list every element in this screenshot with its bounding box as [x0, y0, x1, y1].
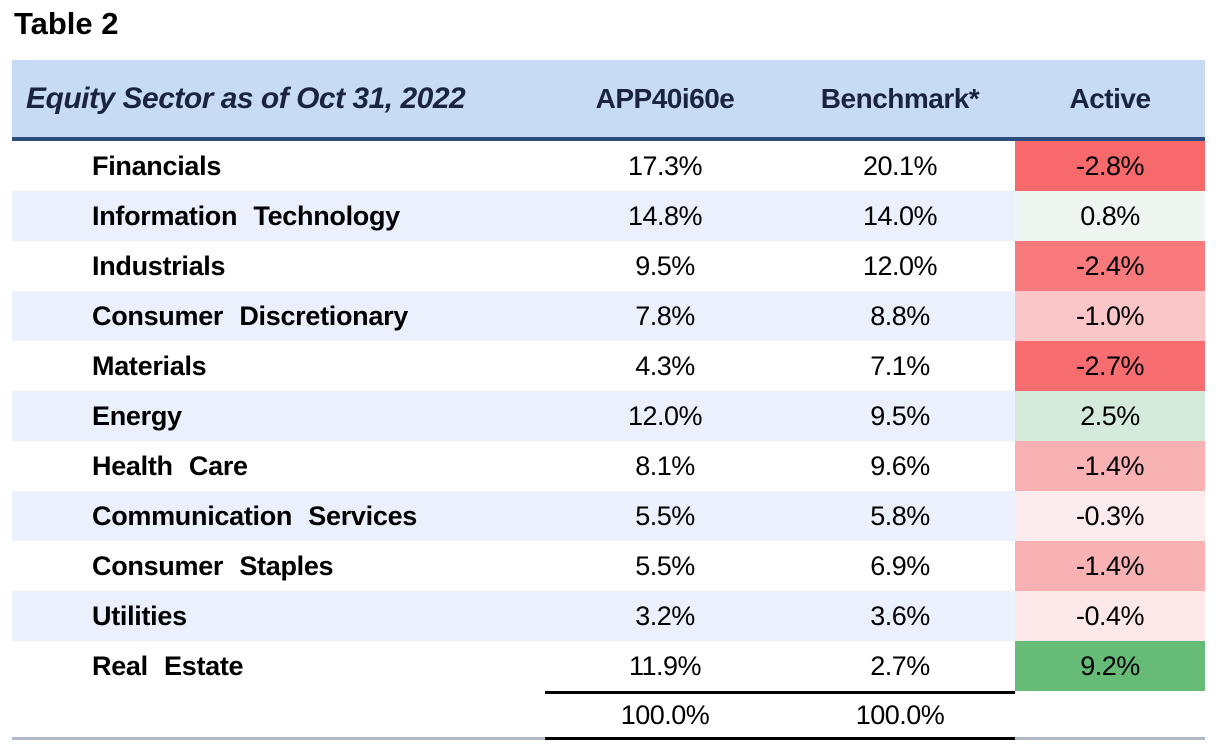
totals-benchmark-value: 100.0%	[785, 691, 1015, 740]
benchmark-value: 9.5%	[870, 400, 930, 431]
sector-name: Industrials	[92, 250, 226, 281]
sector-name: Consumer Staples	[92, 550, 334, 581]
header-sector-label: Equity Sector as of Oct 31, 2022	[26, 81, 466, 115]
sector-name: Materials	[92, 350, 207, 381]
sector-name: Utilities	[92, 600, 187, 631]
table-header-row: Equity Sector as of Oct 31, 2022 APP40i6…	[12, 60, 1205, 141]
benchmark-value: 5.8%	[870, 500, 930, 531]
header-col-benchmark: Benchmark*	[820, 82, 980, 114]
app40i60e-value: 9.5%	[635, 250, 695, 281]
table-row: Industrials 9.5% 12.0% -2.4%	[12, 241, 1205, 291]
sector-name: Consumer Discretionary	[92, 300, 408, 331]
benchmark-value: 8.8%	[870, 300, 930, 331]
app40i60e-value: 11.9%	[628, 650, 702, 681]
table-row: Energy 12.0% 9.5% 2.5%	[12, 391, 1205, 441]
table-row: Real Estate 11.9% 2.7% 9.2%	[12, 641, 1205, 691]
active-value: 0.8%	[1015, 191, 1205, 241]
sector-name: Energy	[92, 400, 182, 431]
equity-sector-table: Equity Sector as of Oct 31, 2022 APP40i6…	[12, 60, 1205, 740]
active-value: -0.4%	[1015, 591, 1205, 641]
active-value: -0.3%	[1015, 491, 1205, 541]
sector-name: Health Care	[92, 450, 248, 481]
table-row: Consumer Discretionary 7.8% 8.8% -1.0%	[12, 291, 1205, 341]
app40i60e-value: 17.3%	[627, 150, 703, 181]
benchmark-value: 7.1%	[870, 350, 930, 381]
active-value: -1.0%	[1015, 291, 1205, 341]
app40i60e-value: 3.2%	[635, 600, 695, 631]
app40i60e-value: 12.0%	[627, 400, 703, 431]
totals-active-empty-cell	[1015, 691, 1205, 740]
active-value: -2.8%	[1015, 141, 1205, 191]
table-row: Consumer Staples 5.5% 6.9% -1.4%	[12, 541, 1205, 591]
table-row: Health Care 8.1% 9.6% -1.4%	[12, 441, 1205, 491]
active-value: 9.2%	[1015, 641, 1205, 691]
active-value: -2.7%	[1015, 341, 1205, 391]
app40i60e-value: 8.1%	[635, 450, 695, 481]
active-value: 2.5%	[1015, 391, 1205, 441]
page-title: Table 2	[14, 6, 119, 41]
totals-app40i60e-value: 100.0%	[545, 691, 785, 740]
header-col-active: Active	[1069, 82, 1151, 114]
app40i60e-value: 7.8%	[635, 300, 695, 331]
table-row: Utilities 3.2% 3.6% -0.4%	[12, 591, 1205, 641]
benchmark-value: 6.9%	[870, 550, 930, 581]
sector-name: Financials	[92, 150, 222, 181]
app40i60e-value: 4.3%	[635, 350, 695, 381]
table-row: Materials 4.3% 7.1% -2.7%	[12, 341, 1205, 391]
header-col-app40i60e: APP40i60e	[595, 82, 735, 114]
active-value: -1.4%	[1015, 541, 1205, 591]
totals-empty-cell	[12, 691, 545, 740]
table-body: Financials 17.3% 20.1% -2.8% Information…	[12, 141, 1205, 691]
benchmark-value: 9.6%	[870, 450, 930, 481]
active-value: -2.4%	[1015, 241, 1205, 291]
benchmark-value: 3.6%	[870, 600, 930, 631]
table-row: Financials 17.3% 20.1% -2.8%	[12, 141, 1205, 191]
table-totals-row: 100.0% 100.0%	[12, 691, 1205, 740]
benchmark-value: 20.1%	[862, 150, 938, 181]
table-row: Communication Services 5.5% 5.8% -0.3%	[12, 491, 1205, 541]
app40i60e-value: 5.5%	[635, 500, 695, 531]
sector-name: Information Technology	[92, 200, 400, 231]
benchmark-value: 2.7%	[870, 650, 930, 681]
benchmark-value: 14.0%	[862, 200, 938, 231]
sector-name: Communication Services	[92, 500, 418, 531]
sector-name: Real Estate	[92, 650, 244, 681]
benchmark-value: 12.0%	[862, 250, 938, 281]
active-value: -1.4%	[1015, 441, 1205, 491]
app40i60e-value: 5.5%	[635, 550, 695, 581]
table-row: Information Technology 14.8% 14.0% 0.8%	[12, 191, 1205, 241]
app40i60e-value: 14.8%	[627, 200, 703, 231]
